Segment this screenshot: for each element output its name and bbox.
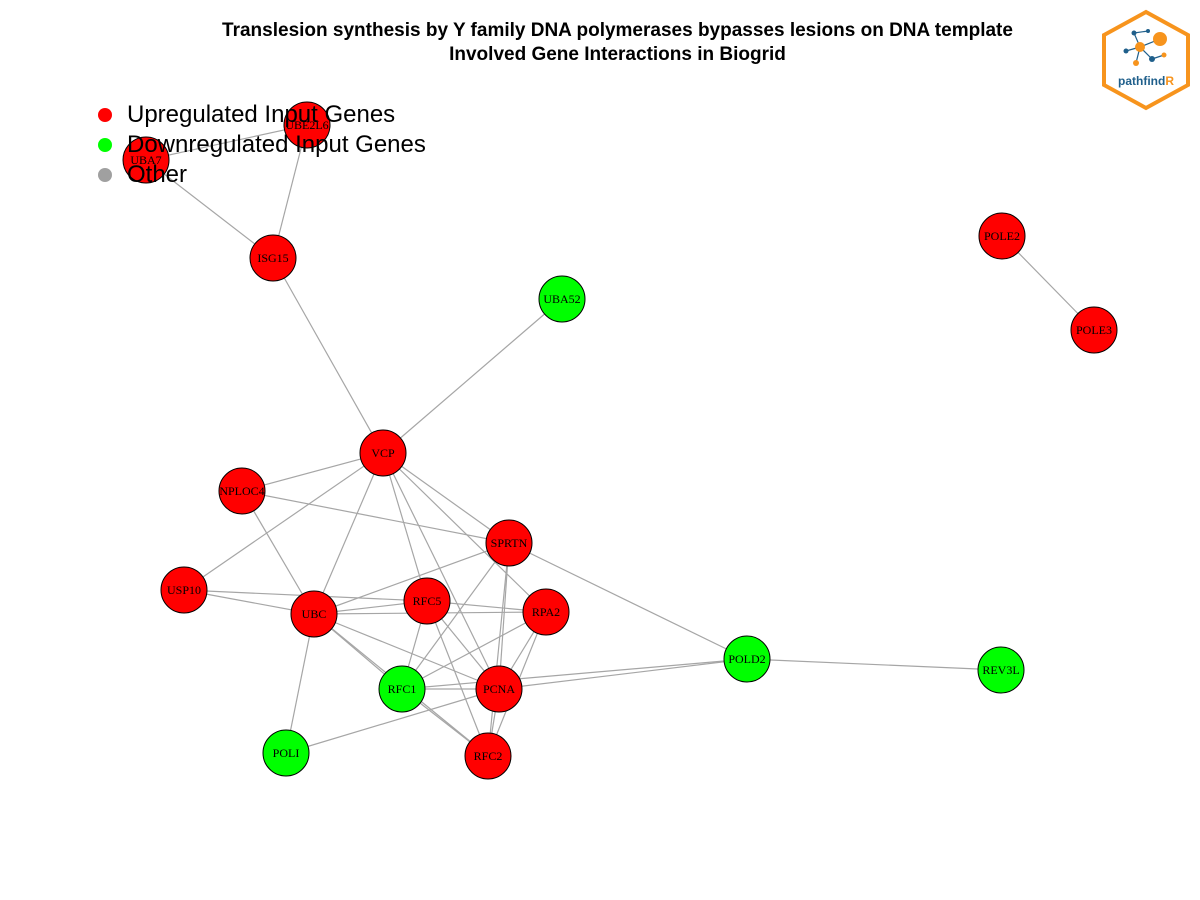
node-uba7: UBA7: [122, 136, 170, 184]
legend-dot-other: [98, 168, 112, 182]
edge-rpa2-rfc1: [401, 611, 547, 690]
node-circle-usp10: [160, 566, 208, 614]
node-label-uba52: UBA52: [543, 292, 580, 306]
edge-isg15-vcp: [272, 257, 384, 454]
legend-dot-upregulated: [98, 108, 112, 122]
node-usp10: USP10: [160, 566, 208, 614]
node-pole2: POLE2: [978, 212, 1026, 260]
node-poli: POLI: [262, 729, 310, 777]
edge-layer: [145, 124, 1095, 757]
node-circle-ubc: [290, 590, 338, 638]
node-label-pole2: POLE2: [984, 229, 1020, 243]
edge-nploc4-sprtn: [241, 490, 510, 544]
edge-vcp-usp10: [183, 452, 384, 591]
edge-uba7-isg15: [145, 159, 274, 259]
node-circle-rpa2: [522, 588, 570, 636]
node-circle-rfc2: [464, 732, 512, 780]
node-ubc: UBC: [290, 590, 338, 638]
node-layer: UBE2L6 UBA7 ISG15 UBA52 POLE2 POLE3 VCP NPLOC4 S…: [122, 101, 1118, 780]
legend-dot-downregulated: [98, 138, 112, 152]
node-pole3: POLE3: [1070, 306, 1118, 354]
edge-vcp-rpa2: [382, 452, 547, 613]
node-circle-rev3l: [977, 646, 1025, 694]
node-circle-rfc5: [403, 577, 451, 625]
node-circle-isg15: [249, 234, 297, 282]
logo-text: pathfindR: [1118, 74, 1174, 88]
node-label-ubc: UBC: [302, 607, 327, 621]
node-isg15: ISG15: [249, 234, 297, 282]
node-rfc5: RFC5: [403, 577, 451, 625]
node-ube2l6: UBE2L6: [283, 101, 331, 149]
node-circle-pole3: [1070, 306, 1118, 354]
node-label-rfc2: RFC2: [474, 749, 503, 763]
legend-label-other: Other: [127, 161, 188, 188]
pathfindr-logo: pathfindR: [1102, 9, 1190, 111]
edge-uba52-vcp: [382, 298, 563, 454]
node-label-rfc5: RFC5: [413, 594, 442, 608]
logo-hexagon-frame: [1102, 9, 1190, 111]
edge-sprtn-rfc2: [487, 542, 510, 757]
node-label-pcna: PCNA: [483, 682, 515, 696]
node-rpa2: RPA2: [522, 588, 570, 636]
node-vcp: VCP: [359, 429, 407, 477]
node-circle-pole2: [978, 212, 1026, 260]
edge-sprtn-pcna: [498, 542, 510, 690]
chart-subtitle: Involved Gene Interactions in Biogrid: [449, 44, 786, 65]
node-circle-poli: [262, 729, 310, 777]
edge-sprtn-rfc1: [401, 542, 510, 690]
edge-pold2-rev3l: [746, 658, 1002, 671]
edge-ubc-poli: [285, 613, 315, 754]
node-circle-nploc4: [218, 467, 266, 515]
legend-label-downregulated: Downregulated Input Genes: [127, 131, 426, 158]
node-label-vcp: VCP: [371, 446, 395, 460]
edge-nploc4-ubc: [241, 490, 315, 615]
node-label-pole3: POLE3: [1076, 323, 1112, 337]
edge-vcp-ubc: [313, 452, 384, 615]
node-label-pold2: POLD2: [728, 652, 765, 666]
edge-sprtn-ubc: [313, 542, 510, 615]
node-nploc4: NPLOC4: [218, 467, 266, 515]
node-label-rfc1: RFC1: [388, 682, 417, 696]
edge-rfc5-rfc2: [426, 600, 489, 757]
node-circle-pcna: [475, 665, 523, 713]
node-circle-uba52: [538, 275, 586, 323]
chart-title: Translesion synthesis by Y family DNA po…: [222, 20, 1013, 41]
edge-ube2l6-uba7: [145, 124, 308, 161]
node-label-rev3l: REV3L: [982, 663, 1019, 677]
node-label-isg15: ISG15: [257, 251, 288, 265]
node-label-usp10: USP10: [167, 583, 201, 597]
node-rev3l: REV3L: [977, 646, 1025, 694]
logo-network-icon: [1123, 29, 1167, 66]
node-uba52: UBA52: [538, 275, 586, 323]
node-circle-pold2: [723, 635, 771, 683]
edge-pcna-poli: [285, 688, 500, 754]
edge-vcp-sprtn: [382, 452, 510, 544]
node-label-rpa2: RPA2: [532, 605, 560, 619]
edge-pcna-pold2: [498, 658, 748, 690]
edge-vcp-rfc5: [382, 452, 428, 602]
node-sprtn: SPRTN: [485, 519, 533, 567]
edge-vcp-nploc4: [241, 452, 384, 492]
legend-label-upregulated: Upregulated Input Genes: [127, 101, 396, 128]
edge-ubc-pcna: [313, 613, 500, 690]
node-circle-vcp: [359, 429, 407, 477]
node-label-poli: POLI: [273, 746, 300, 760]
node-pold2: POLD2: [723, 635, 771, 683]
node-circle-rfc1: [378, 665, 426, 713]
node-label-sprtn: SPRTN: [491, 536, 528, 550]
node-rfc2: RFC2: [464, 732, 512, 780]
node-label-uba7: UBA7: [130, 153, 161, 167]
edge-rfc1-pold2: [401, 658, 748, 690]
node-rfc1: RFC1: [378, 665, 426, 713]
edge-vcp-pcna: [382, 452, 500, 690]
node-circle-sprtn: [485, 519, 533, 567]
node-pcna: PCNA: [475, 665, 523, 713]
node-label-ube2l6: UBE2L6: [285, 118, 328, 132]
node-circle-uba7: [122, 136, 170, 184]
edge-sprtn-pold2: [508, 542, 748, 660]
node-label-nploc4: NPLOC4: [219, 484, 264, 498]
node-circle-ube2l6: [283, 101, 331, 149]
